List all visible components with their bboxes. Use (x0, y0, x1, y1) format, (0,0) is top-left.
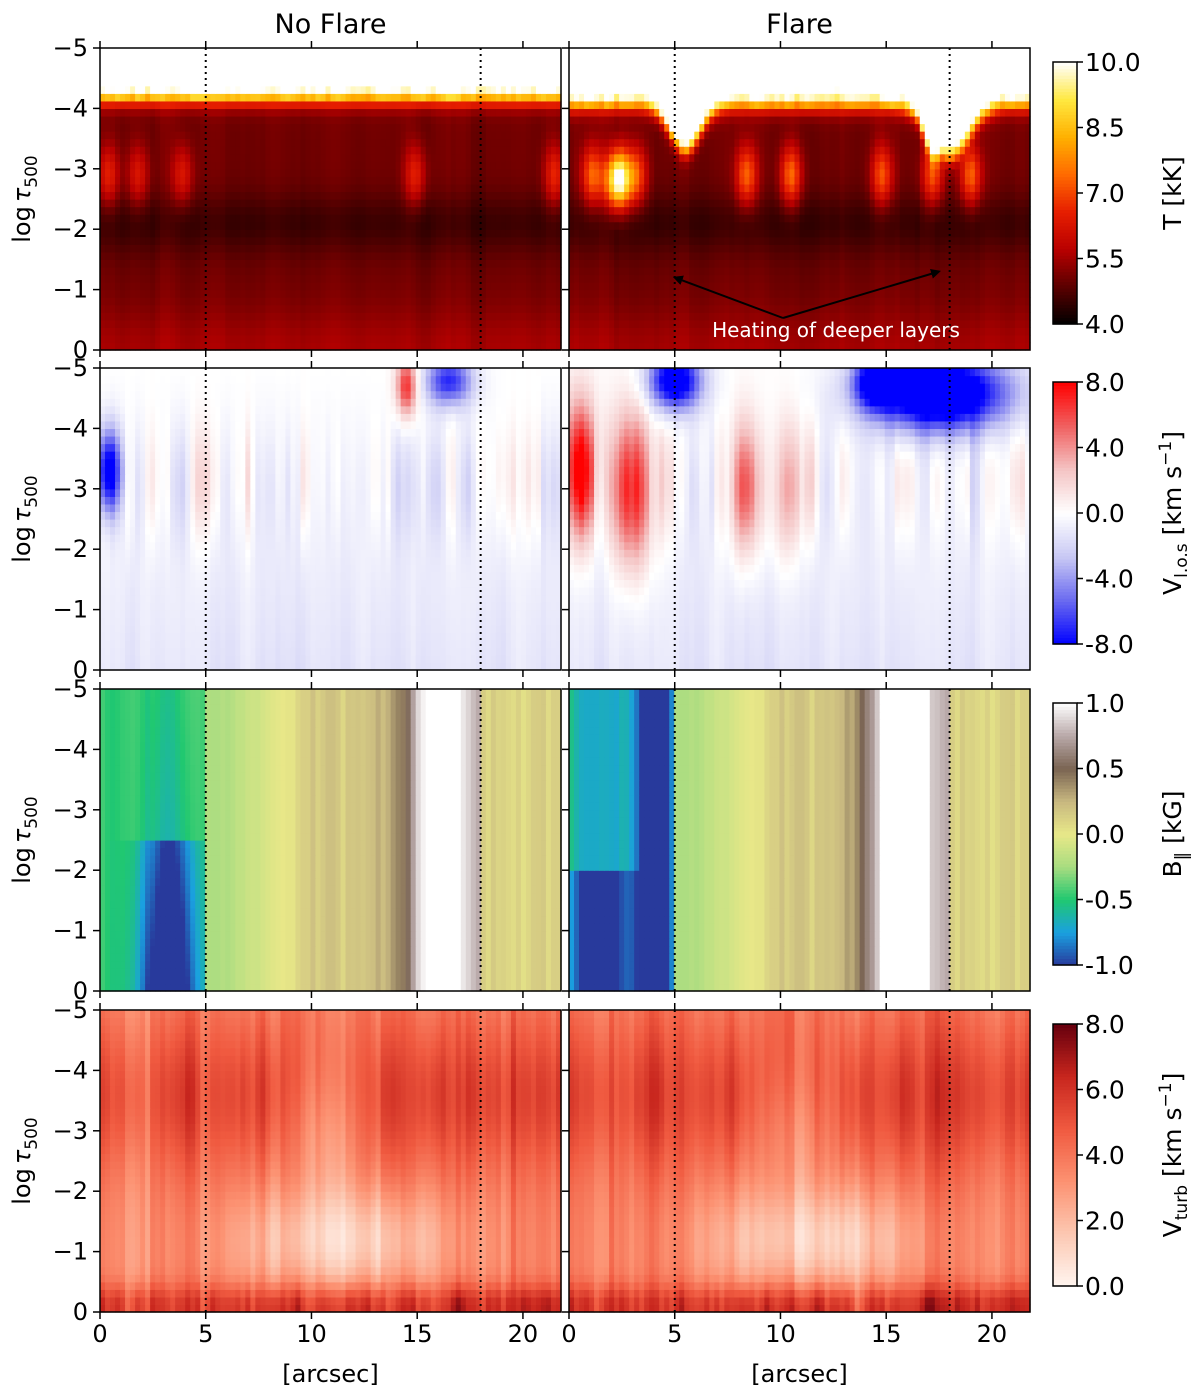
heatmap-temperature-no-flare (100, 48, 562, 351)
y-tick-label: −2 (53, 1177, 88, 1205)
y-tick-label: −1 (53, 917, 88, 945)
x-axis-label: [arcsec] (282, 1360, 378, 1388)
y-tick-label: −2 (53, 215, 88, 243)
colorbar-tick-label: -8.0 (1085, 630, 1134, 659)
x-tick-label: 0 (92, 1320, 107, 1348)
panel-frame (568, 1009, 1031, 1313)
annotation-heating: Heating of deeper layers (712, 318, 960, 342)
heatmap-longitudinal-magnetic-field-flare (569, 689, 1031, 992)
colorbar-tick-label: 4.0 (1085, 310, 1125, 339)
colorbar-tick-label: 4.0 (1085, 434, 1125, 463)
x-tick-label: 15 (402, 1320, 433, 1348)
colorbar-tick-label: 8.0 (1085, 368, 1125, 397)
y-tick-label: −1 (53, 596, 88, 624)
y-tick-label: −5 (53, 996, 88, 1024)
panel-frame (99, 367, 562, 671)
colorbar-tick-label: 8.5 (1085, 114, 1125, 143)
colorbar-tick-label: 1.0 (1085, 689, 1125, 718)
colorbar-tick-label: 7.0 (1085, 179, 1125, 208)
y-axis-label: logτ500 (8, 796, 42, 884)
colorbar-tick-label: 8.0 (1085, 1010, 1125, 1039)
colorbar-label: Vturb [km s−1] (1156, 1073, 1192, 1238)
y-axis-label: logτ500 (8, 1117, 42, 1205)
colorbar-tick-label: -4.0 (1085, 565, 1134, 594)
x-tick-label: 15 (871, 1320, 902, 1348)
x-axis-label: [arcsec] (751, 1360, 847, 1388)
colorbar-tick-label: -1.0 (1085, 951, 1134, 980)
colorbar-temperature (1052, 61, 1078, 325)
y-axis-label: logτ500 (8, 475, 42, 563)
colorbar-tick-label: 0.0 (1085, 820, 1125, 849)
y-tick-label: 0 (73, 1298, 88, 1326)
y-tick-label: 0 (73, 336, 88, 364)
x-tick-label: 10 (296, 1320, 327, 1348)
heatmap-line-of-sight-velocity-flare (569, 368, 1031, 671)
heatmap-line-of-sight-velocity-no-flare (100, 368, 562, 671)
colorbar-label: T [kK] (1158, 156, 1187, 231)
x-tick-label: 5 (198, 1320, 213, 1348)
colorbar-tick-label: 6.0 (1085, 1076, 1125, 1105)
heatmap-turbulent-velocity-no-flare (100, 1010, 562, 1313)
panel-frame (568, 47, 1031, 351)
annotation-arrow (782, 268, 941, 319)
x-tick-label: 20 (508, 1320, 539, 1348)
y-tick-label: −3 (53, 796, 88, 824)
colorbar-tick-label: 0.0 (1085, 1272, 1125, 1301)
y-tick-label: 0 (73, 656, 88, 684)
panel-frame (99, 1009, 562, 1313)
panel-frame (99, 47, 562, 351)
y-tick-label: −4 (53, 735, 88, 763)
heatmap-temperature-flare (569, 48, 1031, 351)
x-tick-label: 20 (977, 1320, 1008, 1348)
y-tick-label: −4 (53, 94, 88, 122)
heatmap-turbulent-velocity-flare (569, 1010, 1031, 1313)
y-tick-label: −5 (53, 675, 88, 703)
y-tick-label: −5 (53, 354, 88, 382)
x-tick-label: 5 (667, 1320, 682, 1348)
colorbar-tick-label: 5.5 (1085, 245, 1125, 274)
colorbar-tick-label: 0.5 (1085, 755, 1125, 784)
y-tick-label: −5 (53, 34, 88, 62)
colorbar-tick-label: 2.0 (1085, 1207, 1125, 1236)
column-title: No Flare (275, 9, 387, 40)
panel-frame (568, 688, 1031, 992)
colorbar-turbulent-velocity (1052, 1023, 1078, 1287)
colorbar-tick-label: 4.0 (1085, 1141, 1125, 1170)
colorbar-label: Vl.o.s [km s−1] (1156, 431, 1192, 595)
colorbar-tick-label: 10.0 (1085, 48, 1141, 77)
y-tick-label: 0 (73, 977, 88, 1005)
colorbar-tick-label: 0.0 (1085, 499, 1125, 528)
column-title: Flare (766, 9, 833, 40)
y-tick-label: −2 (53, 535, 88, 563)
y-tick-label: −3 (53, 1117, 88, 1145)
y-axis-label: logτ500 (8, 155, 42, 243)
colorbar-tick-label: -0.5 (1085, 886, 1134, 915)
y-tick-label: −1 (53, 276, 88, 304)
y-tick-label: −3 (53, 475, 88, 503)
panel-frame (568, 367, 1031, 671)
colorbar-label: B‖ [kG] (1158, 791, 1192, 878)
colorbar-line-of-sight-velocity (1052, 381, 1078, 645)
panel-frame (99, 688, 562, 992)
x-tick-label: 10 (765, 1320, 796, 1348)
x-tick-label: 0 (561, 1320, 576, 1348)
colorbar-longitudinal-magnetic-field (1052, 702, 1078, 966)
y-tick-label: −2 (53, 856, 88, 884)
heatmap-longitudinal-magnetic-field-no-flare (100, 689, 562, 992)
y-tick-label: −1 (53, 1238, 88, 1266)
y-tick-label: −3 (53, 155, 88, 183)
annotation-arrow (672, 275, 784, 319)
y-tick-label: −4 (53, 414, 88, 442)
y-tick-label: −4 (53, 1056, 88, 1084)
